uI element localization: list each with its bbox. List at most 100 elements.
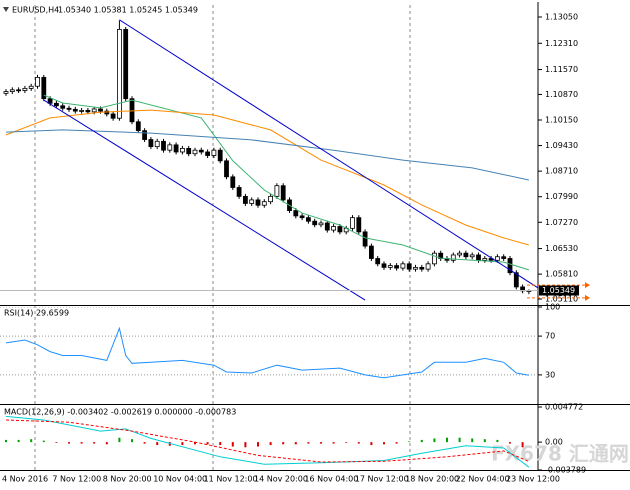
histogram-bar [244,442,247,448]
histogram-bar [55,442,58,443]
price-tag-label: 1.05349 [542,286,575,295]
line [43,94,530,271]
x-tick-label: 11 Nov 12:00 [204,475,258,484]
panel-title: RSI(14) 29.6599 [4,309,69,318]
histogram-bar [131,439,133,443]
candle-body [350,217,355,229]
chart-subtitle: 1.05340 1.05381 1.05245 1.05349 [58,6,198,15]
histogram-bar [446,437,448,443]
histogram-bar [320,442,322,444]
y-tick-label: 1.13050 [545,13,578,22]
candle-body [28,85,34,89]
candle-body [242,195,248,204]
candle-body [249,199,255,204]
candle-body [66,107,72,110]
histogram-bar [5,439,7,443]
y-tick-label: 0.00 [545,438,563,447]
candle-body [9,89,15,92]
histogram-bar [143,442,146,444]
candle-body [450,254,456,261]
candle-body [54,102,59,107]
y-tick-label: 1.12310 [545,39,578,48]
histogram-bar [294,442,297,445]
candle-body [387,265,393,268]
candle-body [431,252,437,265]
candle-body [331,226,337,231]
histogram-bar [383,442,385,445]
x-tick-label: 17 Nov 12:00 [355,475,409,484]
line [5,419,530,463]
x-tick-label: 7 Nov 12:00 [52,475,101,484]
candle-body [198,149,204,153]
y-tick-label: 0.004772 [545,403,583,412]
candle-body [192,149,198,155]
line [5,129,530,181]
y-tick-label: 1.05110 [545,294,578,303]
candle-body [167,144,173,151]
candle-body [293,210,299,217]
candle-body [117,29,122,119]
histogram-bar [42,440,45,443]
candle-body [129,98,135,123]
histogram-bar [206,442,209,445]
line [119,19,538,289]
candle-body [469,254,475,258]
candle-body [463,252,469,258]
histogram-bar [68,442,70,444]
histogram-bar [282,442,285,445]
line [43,99,366,301]
histogram-bar [231,442,234,447]
y-tick-label: 1.08710 [545,167,578,176]
x-tick-label: 14 Nov 20:00 [254,475,308,484]
candle-body [173,144,179,153]
line [5,415,530,468]
candle-body [230,176,236,188]
candle-body [123,29,129,100]
candle-body [148,139,154,148]
candle-body [47,98,53,104]
candle-body [318,222,324,226]
histogram-bar [269,442,272,446]
price-tag [539,285,579,296]
candle-body [305,217,311,222]
y-tick-label: 1.05810 [545,270,578,279]
candle-body [205,151,211,156]
candle-body [35,76,40,87]
histogram-bar [181,442,184,446]
candle-body [91,108,97,113]
histogram-bar [307,442,310,444]
candle-body [41,76,47,100]
panel-title: MACD(12,26,9) -0.003402 -0.002619 0.0000… [4,408,236,417]
candle-body [280,185,286,201]
histogram-bar [420,439,423,443]
candle-body [312,220,318,226]
y-tick-label: 70 [545,332,555,341]
y-tick-label: 1.07990 [545,192,578,201]
histogram-bar [471,438,474,443]
candle-body [324,222,330,231]
candle-body [368,245,374,259]
histogram-bar [370,442,373,446]
candle-body [224,160,229,178]
candle-body [413,266,418,270]
candle-body [299,215,305,219]
candle-body [79,110,84,112]
panel [5,415,530,468]
candle-body [16,89,22,92]
histogram-bar [521,442,524,448]
x-tick-label: 10 Nov 04:00 [153,475,207,484]
candle-body [85,110,91,113]
candle-body [513,272,519,288]
y-tick-label: 30 [545,370,555,379]
histogram-bar [118,437,121,443]
candle-body [98,108,103,112]
candle-body [482,258,488,261]
chart-title: EURUSD,H4 [12,6,59,15]
y-tick-label: 1.10870 [545,90,578,99]
histogram-bar [345,442,348,443]
histogram-bar [219,442,222,446]
candle-body [72,108,78,112]
price-arrow [585,294,590,301]
histogram-bar [80,442,83,444]
